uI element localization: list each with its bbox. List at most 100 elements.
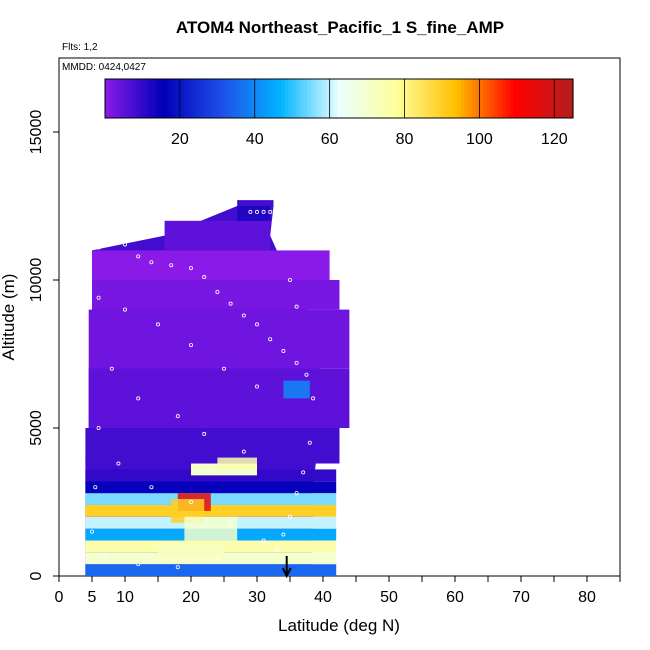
colorbar-swatch — [329, 79, 334, 118]
colorbar-swatch — [408, 79, 413, 118]
colorbar-tick-label: 100 — [466, 131, 493, 148]
colorbar-swatch — [105, 79, 110, 118]
colorbar-swatch — [516, 79, 522, 118]
sample-point — [109, 239, 114, 244]
colorbar-swatch — [168, 79, 173, 118]
flights-label: Flts: 1,2 — [62, 42, 98, 53]
colorbar-swatch — [153, 79, 159, 118]
sample-point — [136, 254, 141, 259]
sample-point — [175, 414, 180, 419]
colorbar-swatch — [352, 79, 357, 118]
colorbar-swatch — [479, 79, 484, 118]
colorbar-swatch — [247, 79, 252, 118]
colorbar-swatch — [134, 79, 140, 118]
colorbar-tick-label: 80 — [396, 131, 414, 148]
colorbar-swatch — [127, 79, 132, 118]
sample-point — [274, 547, 279, 552]
colorbar-swatch — [359, 79, 364, 118]
heatmap-cell — [92, 280, 340, 310]
heatmap-cell — [85, 481, 337, 494]
colorbar-swatch — [400, 79, 406, 118]
sample-point — [103, 553, 108, 558]
colorbar-swatch — [430, 79, 436, 118]
sample-point — [96, 295, 101, 300]
colorbar-swatch — [498, 79, 503, 118]
colorbar-swatch — [161, 79, 166, 118]
colorbar-swatch — [206, 79, 211, 118]
colorbar-swatch — [183, 79, 188, 118]
colorbar-swatch — [426, 79, 432, 118]
colorbar-swatch — [370, 79, 376, 118]
chart-title: ATOM4 Northeast_Pacific_1 S_fine_AMP — [175, 18, 505, 37]
colorbar-swatch — [546, 79, 552, 118]
sample-point — [281, 532, 286, 537]
colorbar-tick-label: 40 — [246, 131, 264, 148]
colorbar-swatch — [412, 79, 417, 118]
heatmap-cell — [164, 220, 271, 251]
sample-point — [96, 425, 101, 430]
sample-point — [301, 470, 306, 475]
heatmap-cell — [88, 309, 350, 369]
colorbar-swatch — [116, 79, 121, 118]
colorbar-swatch — [269, 79, 275, 118]
colorbar-swatch — [322, 79, 327, 118]
sample-point — [202, 431, 207, 436]
colorbar-swatch — [423, 79, 428, 118]
sample-point — [136, 562, 141, 567]
sample-points — [88, 209, 316, 570]
colorbar-swatch — [520, 79, 525, 118]
colorbar-swatch — [172, 79, 177, 118]
colorbar-swatch — [344, 79, 349, 118]
colorbar-swatch — [142, 79, 147, 118]
heatmap-hotspot — [217, 457, 257, 470]
sample-point — [228, 301, 233, 306]
colorbar-swatch — [340, 79, 346, 118]
colorbar-swatch — [363, 79, 368, 118]
colorbar-swatch — [146, 79, 151, 118]
sample-point — [281, 349, 286, 354]
sample-point — [188, 499, 193, 504]
sample-point — [304, 372, 309, 377]
colorbar-swatch — [569, 79, 574, 118]
colorbar-swatch — [348, 79, 353, 118]
colorbar-swatch — [280, 79, 286, 118]
colorbar-swatch — [509, 79, 514, 118]
x-tick-label: 60 — [446, 589, 464, 606]
colorbar-swatch — [475, 79, 480, 118]
sample-point — [149, 260, 154, 265]
colorbar-tick-label: 60 — [321, 131, 339, 148]
colorbar-swatch — [187, 79, 192, 118]
colorbar-swatch — [434, 79, 439, 118]
colorbar-swatch — [558, 79, 563, 118]
colorbar-swatch — [194, 79, 200, 118]
plot-frame — [58, 57, 621, 577]
x-tick-label: 50 — [380, 589, 398, 606]
sample-point — [221, 366, 226, 371]
colorbar-swatch — [378, 79, 383, 118]
colorbar-swatch — [299, 79, 305, 118]
sample-point — [294, 491, 299, 496]
sample-point — [241, 313, 246, 318]
colorbar-swatch — [217, 79, 222, 118]
colorbar-swatch — [176, 79, 181, 118]
heatmap-cell — [85, 428, 340, 464]
colorbar-swatch — [288, 79, 293, 118]
colorbar-swatch — [198, 79, 203, 118]
sample-point — [294, 304, 299, 309]
heatmap-hotspot — [283, 380, 310, 399]
colorbar-swatch — [209, 79, 215, 118]
colorbar-swatch — [221, 79, 226, 118]
x-axis-label: Latitude (deg N) — [278, 616, 400, 635]
colorbar-swatch — [535, 79, 540, 118]
colorbar-swatch — [355, 79, 361, 118]
y-axis-label: Altitude (m) — [0, 274, 18, 361]
heatmap-cell — [85, 493, 337, 505]
sample-point — [228, 520, 233, 525]
sample-point — [307, 440, 312, 445]
sample-point — [241, 449, 246, 454]
x-tick-label: 40 — [314, 589, 332, 606]
colorbar-swatch — [389, 79, 394, 118]
sample-point — [274, 230, 279, 235]
colorbar-swatch — [561, 79, 567, 118]
